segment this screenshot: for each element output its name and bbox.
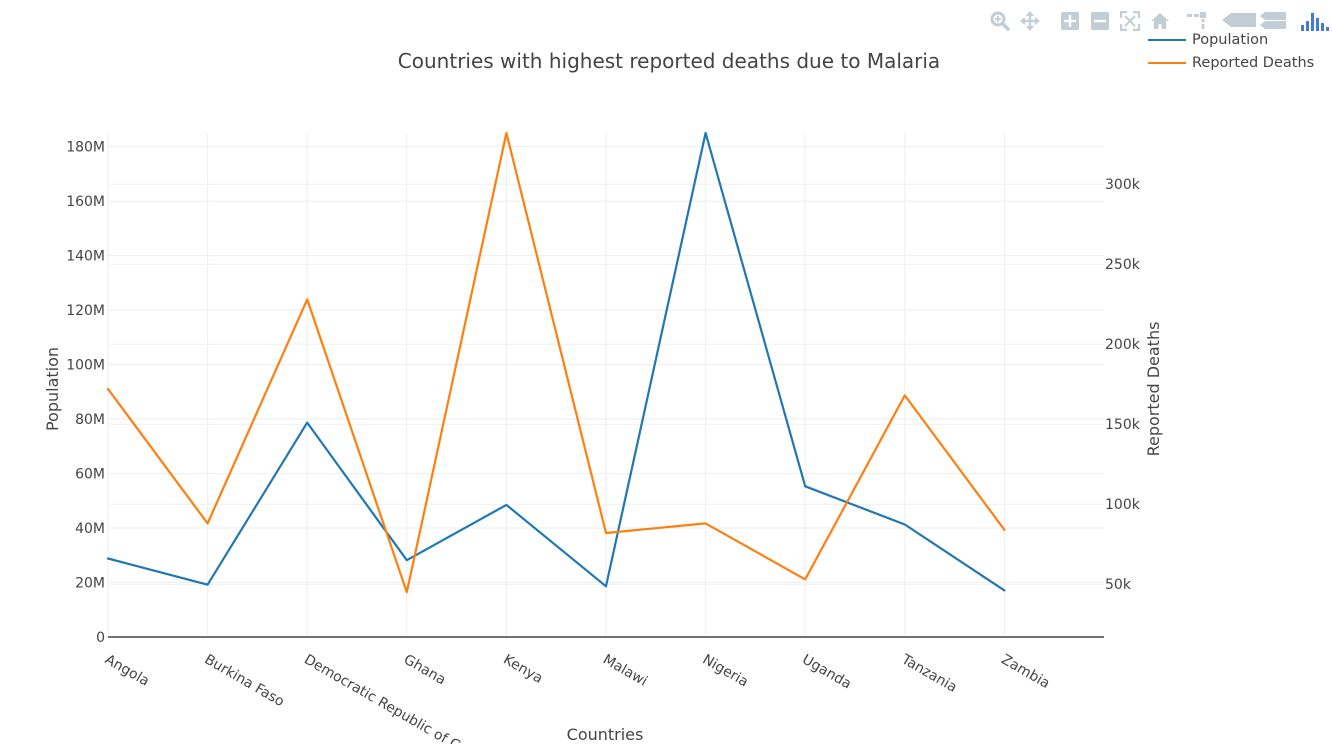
y2-tick-label: 300k	[1105, 177, 1141, 193]
grid	[107, 133, 1104, 637]
data-point[interactable]	[602, 529, 610, 537]
zoom-in-button[interactable]	[1058, 8, 1082, 34]
x-tick-label: Zambia	[998, 652, 1052, 692]
y2-tick-label: 100k	[1105, 497, 1141, 513]
data-point[interactable]	[403, 588, 411, 596]
y-tick-label: 0	[96, 630, 105, 646]
y-tick-label: 180M	[66, 140, 105, 156]
zoom-in-icon	[1061, 12, 1079, 30]
plotly-logo-icon	[1301, 13, 1329, 31]
x-tick-label: Nigeria	[700, 652, 751, 691]
y-axis-title: Population	[43, 347, 62, 431]
series-layer[interactable]	[104, 129, 1008, 596]
spike-lines-icon	[1187, 12, 1206, 29]
data-point[interactable]	[702, 129, 710, 137]
x-tick-label: Kenya	[500, 652, 545, 687]
data-point[interactable]	[204, 519, 212, 527]
pan-button[interactable]	[1018, 8, 1042, 34]
data-point[interactable]	[303, 419, 311, 427]
y-tick-label: 100M	[66, 358, 105, 374]
zoom-out-button[interactable]	[1088, 8, 1112, 34]
y2-tick-label: 250k	[1105, 257, 1141, 273]
y-tick-label: 20M	[75, 576, 105, 592]
x-tick-label: Malawi	[600, 652, 650, 690]
y-tick-label: 40M	[75, 521, 105, 537]
legend: Population Reported Deaths	[1148, 28, 1332, 74]
legend-swatch-reported-deaths	[1148, 61, 1186, 64]
pan-icon	[1020, 11, 1040, 31]
x-axis-title: Countries	[567, 725, 644, 744]
data-point[interactable]	[104, 385, 112, 393]
legend-label-population: Population	[1192, 31, 1269, 48]
data-point[interactable]	[303, 295, 311, 303]
x-tick-label: Ghana	[401, 652, 449, 689]
y-tick-label: 60M	[75, 467, 105, 483]
data-point[interactable]	[104, 555, 112, 563]
data-point[interactable]	[901, 520, 909, 528]
y-tick-label: 120M	[66, 303, 105, 319]
spike-lines-button[interactable]	[1184, 8, 1208, 34]
x-tick-label: Democratic Republic of Congo	[301, 652, 493, 744]
zoom-icon	[990, 11, 1010, 31]
data-point[interactable]	[801, 482, 809, 490]
hover-compare-icon	[1260, 12, 1286, 29]
data-point[interactable]	[1000, 586, 1008, 594]
zoom-button[interactable]	[988, 8, 1012, 34]
x-tick-label: Uganda	[799, 652, 854, 693]
data-point[interactable]	[702, 519, 710, 527]
data-point[interactable]	[204, 581, 212, 589]
x-tick-label: Burkina Faso	[202, 652, 287, 711]
data-point[interactable]	[801, 575, 809, 583]
hover-compare-button[interactable]	[1260, 8, 1286, 34]
x-tick-label: Angola	[102, 652, 152, 690]
data-point[interactable]	[403, 556, 411, 564]
axes: 0 20M 40M 60M 80M 100M 120M 140M 160M 180M 50k 100k…	[66, 140, 1141, 744]
y2-axis-title: Reported Deaths	[1144, 322, 1163, 457]
legend-swatch-population	[1148, 38, 1186, 41]
series-line-population[interactable]	[106, 131, 1006, 592]
hover-closest-button[interactable]	[1222, 8, 1256, 34]
data-point[interactable]	[502, 501, 510, 509]
data-point[interactable]	[1000, 526, 1008, 534]
x-tick-label: Tanzania	[898, 651, 960, 696]
y2-tick-label: 200k	[1105, 337, 1141, 353]
reset-axes-icon	[1151, 13, 1169, 29]
hover-closest-icon	[1222, 13, 1256, 27]
legend-item-reported-deaths[interactable]: Reported Deaths	[1148, 51, 1332, 74]
y2-tick-label: 150k	[1105, 417, 1141, 433]
y-tick-label: 160M	[66, 194, 105, 210]
y-tick-label: 80M	[75, 412, 105, 428]
chart-title: Countries with highest reported deaths d…	[398, 49, 940, 73]
series-line-reported-deaths[interactable]	[106, 131, 1006, 594]
y2-tick-label: 50k	[1105, 577, 1132, 593]
data-point[interactable]	[502, 129, 510, 137]
zoom-out-icon	[1091, 12, 1109, 30]
autoscale-button[interactable]	[1118, 8, 1142, 34]
legend-label-reported-deaths: Reported Deaths	[1192, 54, 1315, 71]
data-point[interactable]	[901, 391, 909, 399]
data-point[interactable]	[602, 582, 610, 590]
reset-axes-button[interactable]	[1148, 8, 1172, 34]
autoscale-icon	[1120, 11, 1140, 31]
legend-item-population[interactable]: Population	[1148, 28, 1332, 51]
plotly-logo-button[interactable]	[1300, 8, 1330, 34]
y-tick-label: 140M	[66, 249, 105, 265]
